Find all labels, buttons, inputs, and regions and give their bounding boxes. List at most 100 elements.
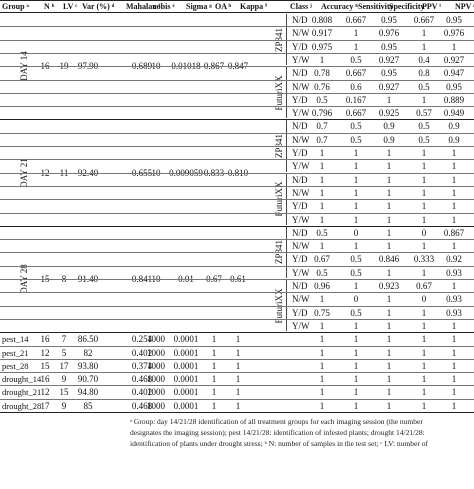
metric-value: 1 — [319, 187, 325, 198]
metric-value: 0.57 — [416, 108, 432, 119]
metric-value: 1 — [319, 214, 325, 225]
column-header: c ᶠ — [153, 2, 161, 11]
class-label: N/D — [292, 121, 308, 132]
metric-value: 0.846 — [378, 254, 400, 265]
column-header: PPV ˡ — [422, 2, 441, 11]
metric-value: 1 — [353, 334, 359, 345]
metric-value: 1 — [353, 360, 359, 371]
metric-value: 1 — [353, 320, 359, 331]
metric-var: 93.80 — [77, 360, 99, 371]
metric-value: 1 — [421, 334, 427, 345]
metric-value: 0.95 — [381, 68, 397, 79]
metric-value: 0.925 — [378, 108, 400, 119]
class-label: Y/W — [292, 108, 310, 119]
metric-var: 90.70 — [77, 374, 99, 385]
group-label: drought_28 — [2, 400, 42, 411]
row-rule — [0, 172, 474, 174]
metric-value: 1 — [421, 360, 427, 371]
footnote-line: designates the imaging session); pest 14… — [130, 428, 425, 437]
metric-kappa: 1 — [235, 334, 241, 345]
metric-value: 1 — [421, 267, 427, 278]
metric-value: 1 — [386, 148, 392, 158]
row-rule — [0, 225, 474, 227]
row-rule — [0, 92, 474, 94]
metric-value: 1 — [451, 174, 457, 185]
row-rule — [0, 159, 474, 161]
metric-value: 0.167 — [345, 94, 367, 105]
cultivar-bracket — [286, 120, 287, 172]
metric-value: 0.5 — [418, 121, 430, 132]
metric-value: 1 — [353, 161, 359, 172]
metric-value: 0.75 — [314, 307, 330, 318]
metric-value: 0.95 — [446, 15, 462, 25]
class-label: N/W — [292, 241, 310, 252]
metric-value: 1 — [421, 400, 427, 411]
metric-value: 1 — [386, 174, 392, 185]
metric-mahalanobis: 0.374 — [131, 360, 153, 371]
row-rule — [0, 39, 474, 41]
row-rule — [0, 199, 474, 201]
class-label: N/D — [292, 174, 308, 185]
metric-mahalanobis: 0.402 — [131, 347, 153, 358]
metric-c: 1000 — [147, 400, 165, 411]
metric-value: 0.95 — [381, 41, 397, 52]
metric-value: 0.9 — [448, 134, 460, 145]
class-label: N/D — [292, 68, 308, 79]
metric-mahalanobis: 0.402 — [131, 387, 153, 398]
metric-value: 0.95 — [446, 81, 462, 92]
metric-oa: 1 — [211, 360, 217, 371]
metric-n: 12 — [40, 387, 50, 398]
row-rule — [0, 132, 474, 134]
row-rule — [0, 385, 474, 387]
class-label: Y/D — [292, 254, 308, 265]
column-header: Specificity — [389, 2, 425, 11]
metric-value: 0.5 — [350, 54, 362, 65]
metric-value: 0.947 — [443, 68, 465, 79]
metric-value: 1 — [451, 201, 457, 212]
column-header: Var (%) ᵈ — [82, 2, 115, 11]
metric-value: 1 — [353, 187, 359, 198]
row-rule — [0, 318, 474, 320]
metric-n: 16 — [40, 374, 50, 385]
metric-value: 1 — [451, 161, 457, 172]
metric-value: 1 — [386, 267, 392, 278]
metric-value: 1 — [386, 374, 392, 385]
metric-value: 0.93 — [446, 267, 462, 278]
row-rule — [0, 79, 474, 81]
metric-value: 1 — [421, 374, 427, 385]
column-header: Mahalanobis ᵉ — [126, 2, 175, 11]
metric-value: 0.667 — [345, 15, 367, 25]
metric-value: 1 — [386, 334, 392, 345]
metric-lv: 9 — [61, 400, 67, 411]
class-label: N/W — [292, 134, 310, 145]
class-label: Y/W — [292, 161, 310, 172]
group-label: pest_14 — [2, 334, 29, 345]
metric-value: 0.949 — [443, 108, 465, 119]
metric-value: 0.889 — [443, 94, 465, 105]
class-label: Y/W — [292, 214, 310, 225]
metric-value: 1 — [353, 174, 359, 185]
metric-c: 1000 — [147, 387, 165, 398]
metric-value: 0.5 — [418, 81, 430, 92]
metric-value: 1 — [421, 28, 427, 39]
row-rule — [0, 0, 474, 1]
metric-value: 0.8 — [418, 68, 430, 79]
metric-value: 1 — [353, 400, 359, 411]
metric-c: 1000 — [147, 334, 165, 345]
metric-value: 1 — [353, 241, 359, 252]
metric-value: 1 — [353, 374, 359, 385]
metric-value: 1 — [421, 320, 427, 331]
group-label: pest_28 — [2, 360, 29, 371]
metric-value: 1 — [353, 148, 359, 158]
metric-value: 1 — [353, 347, 359, 358]
row-rule — [0, 332, 474, 334]
metric-value: 0.7 — [316, 121, 328, 132]
class-label: N/W — [292, 187, 310, 198]
metric-value: 0.67 — [314, 254, 330, 265]
class-label: Y/W — [292, 54, 310, 65]
metric-sigma: 0.0001 — [173, 360, 199, 371]
metric-value: 0.923 — [378, 281, 400, 291]
column-header: Sensitivity — [358, 2, 394, 11]
metric-mahalanobis: 0.468 — [131, 400, 153, 411]
